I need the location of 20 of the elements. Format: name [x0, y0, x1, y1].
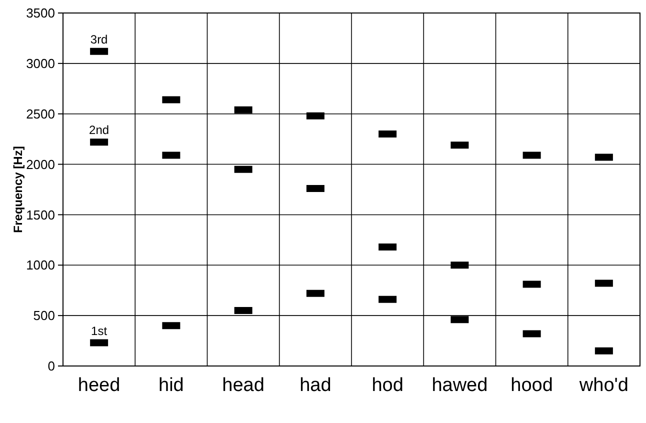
x-tick-label: who'd [578, 375, 628, 396]
x-tick-label: hid [158, 375, 184, 396]
y-tick-label: 2500 [26, 106, 55, 122]
x-tick-label: hod [372, 375, 404, 396]
series-label: 2nd [89, 123, 110, 138]
x-tick-label: hood [510, 375, 553, 396]
series-label: 1st [91, 324, 108, 338]
x-tick-label: heed [78, 375, 120, 396]
y-axis-title: Frequency [Hz] [11, 146, 25, 233]
y-tick-label: 1000 [26, 258, 55, 273]
y-tick-label: 0 [48, 358, 55, 374]
y-tick-label: 3000 [26, 56, 55, 71]
y-tick-label: 500 [33, 308, 55, 324]
y-tick-label: 3500 [26, 6, 55, 21]
y-tick-label: 2000 [26, 156, 55, 172]
series-label: 3rd [90, 32, 108, 46]
x-tick-label: hawed [432, 375, 488, 396]
y-tick-label: 1500 [26, 207, 55, 222]
x-tick-label: had [300, 375, 332, 396]
x-tick-label: head [222, 375, 264, 396]
